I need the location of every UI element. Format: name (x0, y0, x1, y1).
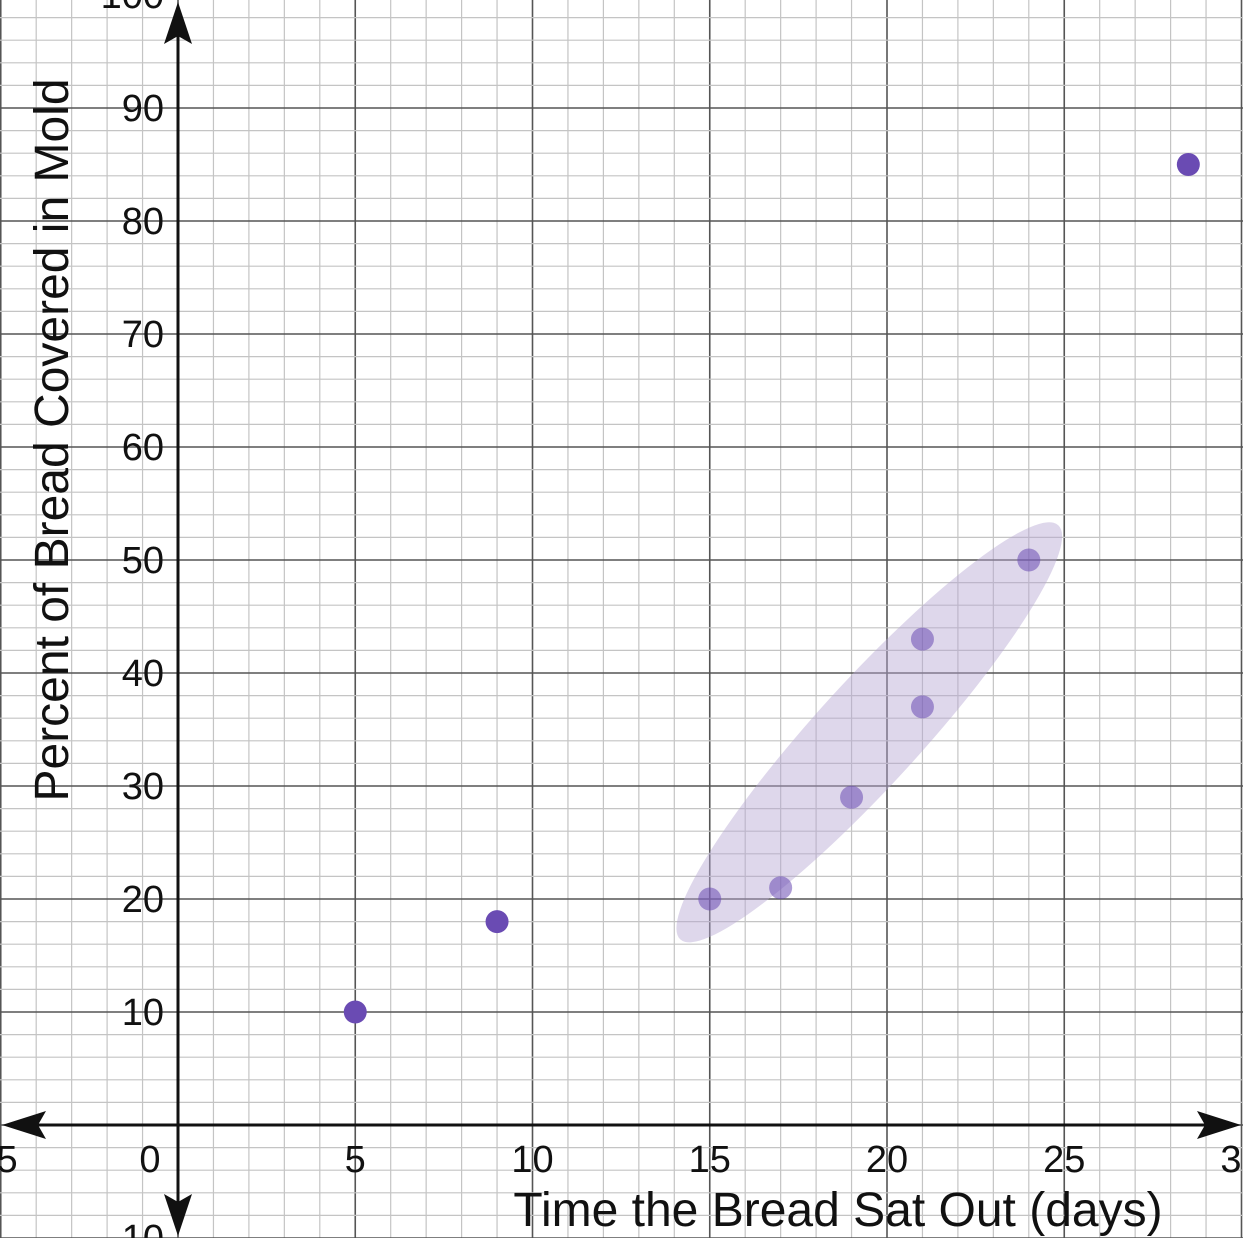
x-tick-label: 30 (1220, 1139, 1243, 1181)
y-tick-label: 50 (122, 540, 164, 582)
highlight-ellipse (676, 522, 1063, 943)
x-tick-label: 15 (689, 1139, 731, 1181)
data-points (343, 153, 1200, 1024)
x-tick-label: 25 (1043, 1139, 1085, 1181)
x-axis-arrow-left (2, 1111, 46, 1139)
data-point (840, 785, 864, 809)
y-axis-title: Percent of Bread Covered in Mold (26, 78, 79, 801)
x-tick-label: 20 (866, 1139, 908, 1181)
y-tick-label: 90 (122, 88, 164, 130)
x-tick-label: 5 (345, 1139, 366, 1181)
x-axis-arrow-right (1197, 1111, 1241, 1139)
x-tick-label: -5 (0, 1139, 18, 1181)
data-point (485, 910, 509, 934)
data-point (343, 1000, 367, 1024)
y-axis-arrow-up (164, 2, 192, 44)
highlight-region (676, 522, 1063, 943)
y-tick-label: -10 (109, 1218, 164, 1238)
data-point (698, 887, 722, 911)
x-tick-label: 10 (511, 1139, 553, 1181)
y-tick-label: 100 (101, 0, 164, 17)
y-tick-label: 20 (122, 879, 164, 921)
x-axis-title: Time the Bread Sat Out (days) (513, 1184, 1162, 1237)
y-axis-arrow-down (164, 1194, 192, 1236)
y-tick-label: 80 (122, 201, 164, 243)
y-tick-label: 70 (122, 314, 164, 356)
data-point (769, 876, 793, 900)
x-tick-label: 0 (139, 1139, 160, 1181)
y-tick-label: 30 (122, 766, 164, 808)
data-point (1017, 548, 1041, 572)
data-point (1176, 153, 1200, 176)
y-tick-label: 60 (122, 427, 164, 469)
y-tick-label: 40 (122, 653, 164, 695)
data-point (910, 627, 934, 651)
y-tick-label: 10 (122, 992, 164, 1034)
data-point (910, 695, 934, 719)
